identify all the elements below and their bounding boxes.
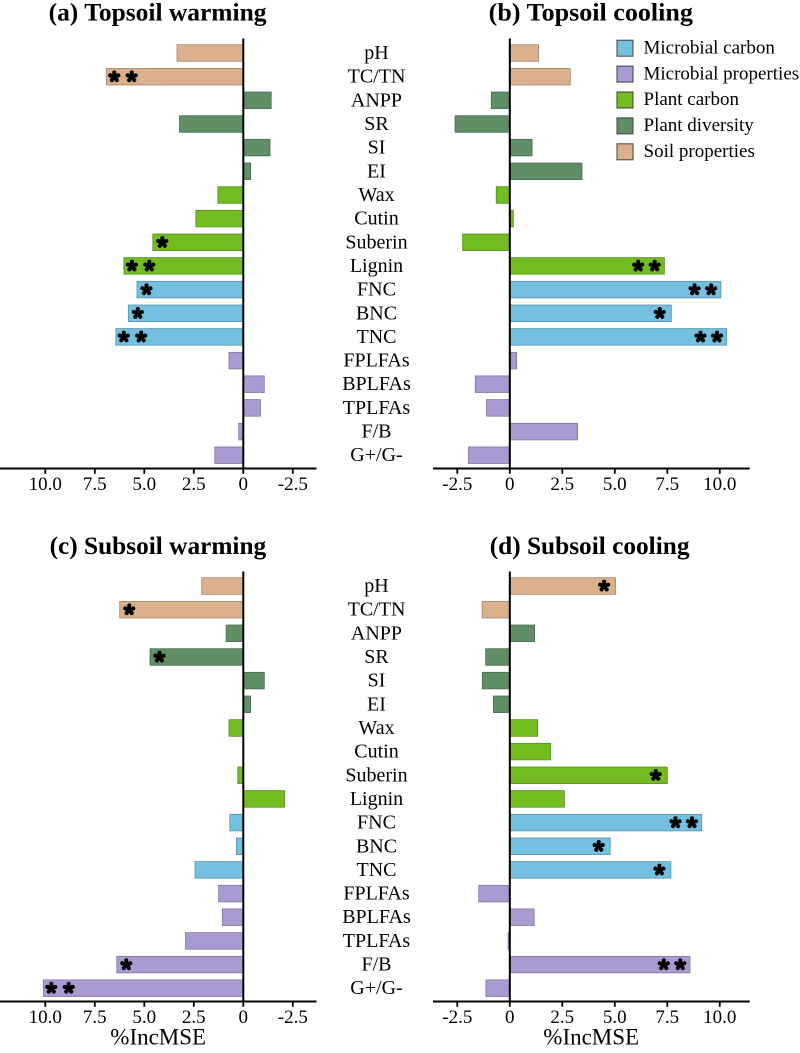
- svg-text:TNC: TNC: [357, 859, 397, 881]
- svg-text:5.0: 5.0: [603, 474, 627, 495]
- svg-text:Suberin: Suberin: [345, 764, 407, 786]
- svg-text:7.5: 7.5: [655, 474, 679, 495]
- svg-text:FNC: FNC: [357, 279, 396, 301]
- svg-text:ANPP: ANPP: [351, 622, 402, 644]
- svg-text:Soil properties: Soil properties: [644, 141, 755, 162]
- svg-text:-2.5: -2.5: [442, 474, 472, 495]
- svg-text:2.5: 2.5: [550, 474, 574, 495]
- svg-text:5.0: 5.0: [132, 1007, 156, 1028]
- svg-text:2.5: 2.5: [182, 474, 206, 495]
- svg-text:Suberin: Suberin: [345, 231, 407, 253]
- svg-text:10.0: 10.0: [29, 1007, 62, 1028]
- svg-text:(b) Topsoil cooling: (b) Topsoil cooling: [489, 0, 693, 27]
- svg-text:Microbial carbon: Microbial carbon: [644, 37, 776, 58]
- svg-text:TNC: TNC: [357, 326, 397, 348]
- svg-text:TC/TN: TC/TN: [348, 599, 406, 621]
- svg-text:pH: pH: [364, 42, 388, 64]
- svg-text:10.0: 10.0: [29, 474, 62, 495]
- svg-text:FNC: FNC: [357, 812, 396, 834]
- svg-text:-2.5: -2.5: [442, 1007, 472, 1028]
- svg-text:(d) Subsoil cooling: (d) Subsoil cooling: [490, 531, 690, 560]
- svg-text:BPLFAs: BPLFAs: [342, 373, 411, 395]
- svg-text:10.0: 10.0: [703, 1007, 736, 1028]
- svg-text:FPLFAs: FPLFAs: [343, 883, 410, 905]
- svg-text:Microbial properties: Microbial properties: [644, 63, 800, 84]
- svg-text:G+/G-: G+/G-: [350, 444, 402, 466]
- svg-text:TC/TN: TC/TN: [348, 66, 406, 88]
- svg-text:7.5: 7.5: [655, 1007, 679, 1028]
- svg-text:Lignin: Lignin: [350, 255, 403, 277]
- svg-text:5.0: 5.0: [603, 1007, 627, 1028]
- svg-text:5.0: 5.0: [132, 474, 156, 495]
- svg-text:SI: SI: [368, 137, 386, 159]
- svg-text:7.5: 7.5: [83, 474, 107, 495]
- svg-text:Wax: Wax: [358, 717, 394, 739]
- svg-text:TPLFAs: TPLFAs: [343, 397, 411, 419]
- svg-text:0: 0: [239, 1007, 249, 1028]
- svg-text:F/B: F/B: [361, 954, 391, 976]
- svg-text:SR: SR: [364, 646, 389, 668]
- svg-text:Plant diversity: Plant diversity: [644, 115, 755, 136]
- svg-text:10.0: 10.0: [703, 474, 736, 495]
- svg-text:Cutin: Cutin: [354, 208, 398, 230]
- svg-text:(a) Topsoil warming: (a) Topsoil warming: [49, 0, 267, 27]
- svg-text:Wax: Wax: [358, 184, 394, 206]
- svg-text:EI: EI: [367, 160, 386, 182]
- svg-text:-2.5: -2.5: [278, 1007, 308, 1028]
- svg-text:%IncMSE: %IncMSE: [110, 1024, 206, 1049]
- svg-text:Cutin: Cutin: [354, 741, 398, 763]
- svg-text:TPLFAs: TPLFAs: [343, 930, 411, 952]
- svg-text:Plant carbon: Plant carbon: [644, 89, 740, 110]
- svg-text:pH: pH: [364, 575, 388, 597]
- svg-text:0: 0: [239, 474, 249, 495]
- svg-text:7.5: 7.5: [83, 1007, 107, 1028]
- svg-text:Lignin: Lignin: [350, 788, 403, 810]
- svg-text:2.5: 2.5: [182, 1007, 206, 1028]
- svg-text:-2.5: -2.5: [278, 474, 308, 495]
- svg-text:FPLFAs: FPLFAs: [343, 350, 410, 372]
- svg-text:0: 0: [505, 1007, 515, 1028]
- svg-text:0: 0: [505, 474, 515, 495]
- svg-text:2.5: 2.5: [550, 1007, 574, 1028]
- svg-text:G+/G-: G+/G-: [350, 977, 402, 999]
- svg-text:%IncMSE: %IncMSE: [543, 1024, 639, 1049]
- svg-text:BPLFAs: BPLFAs: [342, 906, 411, 928]
- svg-text:SI: SI: [368, 670, 386, 692]
- svg-text:ANPP: ANPP: [351, 89, 402, 111]
- svg-text:SR: SR: [364, 113, 389, 135]
- svg-text:BNC: BNC: [356, 835, 397, 857]
- svg-text:EI: EI: [367, 693, 386, 715]
- svg-text:(c) Subsoil warming: (c) Subsoil warming: [50, 531, 267, 560]
- svg-text:BNC: BNC: [356, 302, 397, 324]
- svg-text:F/B: F/B: [361, 421, 391, 443]
